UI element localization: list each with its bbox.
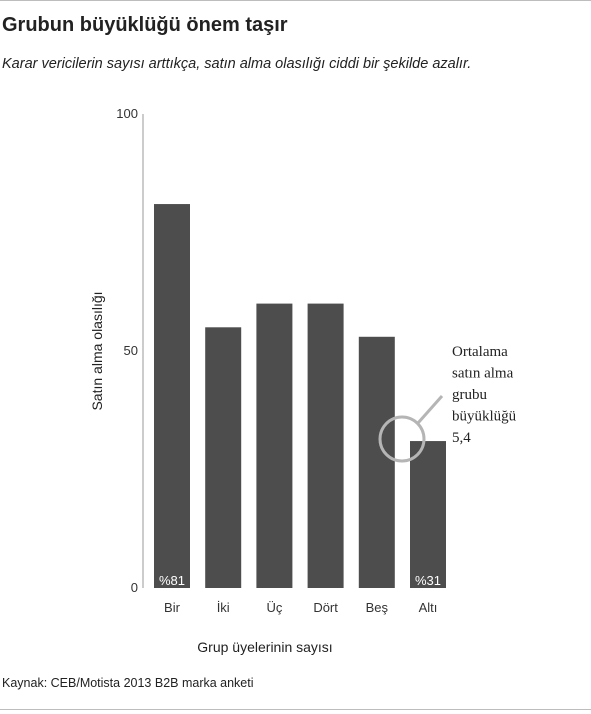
bottom-divider <box>0 709 591 710</box>
x-tick-label: Üç <box>266 600 282 615</box>
y-tick-label: 50 <box>124 343 138 358</box>
x-tick-label: İki <box>217 600 230 615</box>
annotation-line: büyüklüğü <box>452 409 517 425</box>
bar-data-label: %81 <box>159 573 185 588</box>
top-divider <box>0 0 591 1</box>
bar <box>154 204 190 588</box>
annotation-line: 5,4 <box>452 430 471 446</box>
y-tick-label: 100 <box>116 106 138 121</box>
magnifier-handle <box>416 395 444 424</box>
x-tick-label: Altı <box>419 600 438 615</box>
x-tick-label: Bir <box>164 600 181 615</box>
bar <box>358 336 395 588</box>
chart-subtitle: Karar vericilerin sayısı arttıkça, satın… <box>2 56 472 72</box>
source-note: Kaynak: CEB/Motista 2013 B2B marka anket… <box>2 676 254 690</box>
magnifier-circle-icon <box>378 415 426 463</box>
chart-title: Grubun büyüklüğü önem taşır <box>2 14 288 36</box>
y-axis-title: Satın alma olasılığı <box>89 291 105 410</box>
bar <box>410 441 446 588</box>
annotation-line: satın alma <box>452 366 514 382</box>
bar-data-label: %31 <box>415 573 441 588</box>
bar <box>256 303 293 588</box>
bar <box>307 303 344 588</box>
x-tick-label: Beş <box>366 600 389 615</box>
annotation-line: Ortalama <box>452 344 508 360</box>
x-axis-title: Grup üyelerinin sayısı <box>197 639 332 655</box>
y-tick-label: 0 <box>131 580 138 595</box>
bar <box>205 327 242 588</box>
x-tick-label: Dört <box>313 600 338 615</box>
annotation-line: grubu <box>452 387 487 403</box>
